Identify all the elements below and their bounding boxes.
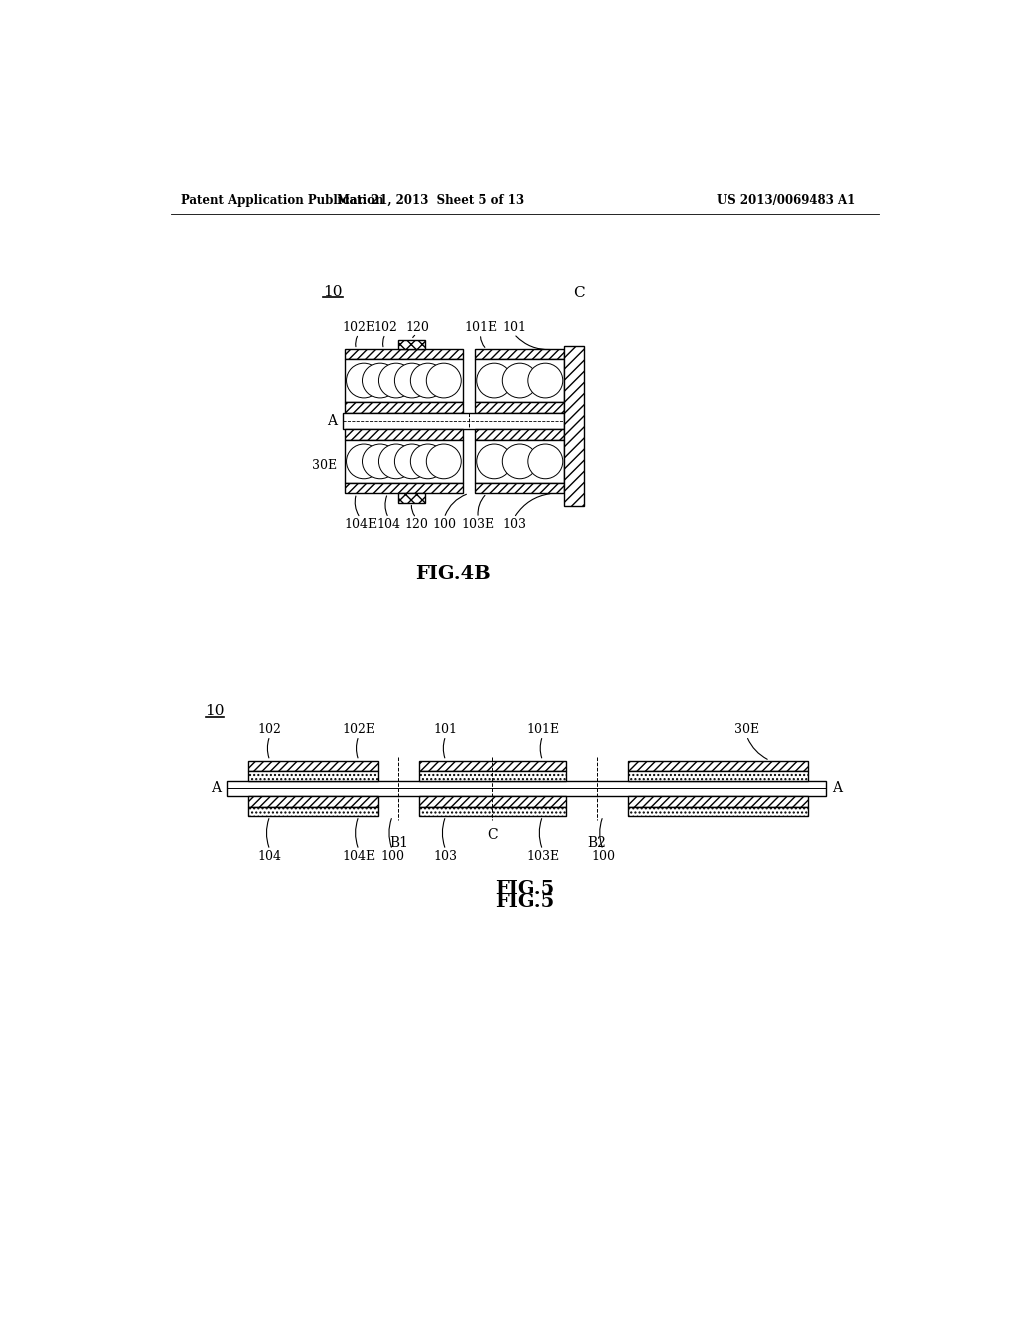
Text: 101: 101 xyxy=(434,723,458,737)
Bar xyxy=(248,796,378,807)
Bar xyxy=(343,412,564,429)
Text: 104E: 104E xyxy=(342,850,376,862)
Circle shape xyxy=(379,444,414,479)
Bar xyxy=(475,350,564,359)
Bar xyxy=(419,807,566,816)
Bar xyxy=(398,494,425,503)
Circle shape xyxy=(394,444,429,479)
Circle shape xyxy=(362,444,397,479)
Text: 102E: 102E xyxy=(342,723,376,737)
Text: 102: 102 xyxy=(374,321,397,334)
Text: Mar. 21, 2013  Sheet 5 of 13: Mar. 21, 2013 Sheet 5 of 13 xyxy=(337,194,524,207)
Circle shape xyxy=(477,444,512,479)
Bar xyxy=(628,796,809,807)
Text: 104: 104 xyxy=(377,517,400,531)
Bar xyxy=(419,771,566,780)
Text: 30E: 30E xyxy=(312,459,337,471)
Text: US 2013/0069483 A1: US 2013/0069483 A1 xyxy=(717,194,855,207)
Bar xyxy=(628,771,809,780)
Text: Patent Application Publication: Patent Application Publication xyxy=(180,194,383,207)
Bar xyxy=(345,359,463,401)
Bar xyxy=(248,807,378,816)
Text: 103E: 103E xyxy=(462,517,495,531)
Bar xyxy=(345,350,463,359)
Bar xyxy=(475,401,564,412)
Circle shape xyxy=(394,363,429,397)
Text: 102: 102 xyxy=(258,723,282,737)
Text: 103: 103 xyxy=(502,517,526,531)
Circle shape xyxy=(527,363,563,397)
Circle shape xyxy=(362,363,397,397)
Bar xyxy=(475,359,564,401)
Text: 120: 120 xyxy=(404,517,428,531)
Bar xyxy=(628,807,809,816)
Text: 100: 100 xyxy=(432,517,457,531)
Text: 101E: 101E xyxy=(526,723,559,737)
Text: FIG.5: FIG.5 xyxy=(496,894,554,911)
Bar xyxy=(345,429,463,441)
Circle shape xyxy=(346,363,382,397)
Circle shape xyxy=(503,363,538,397)
Text: 10: 10 xyxy=(324,285,343,298)
Text: 120: 120 xyxy=(406,321,429,334)
Text: A: A xyxy=(328,414,337,428)
Circle shape xyxy=(346,444,382,479)
Circle shape xyxy=(426,444,461,479)
Text: 101E: 101E xyxy=(464,321,498,334)
Circle shape xyxy=(527,444,563,479)
Circle shape xyxy=(411,363,445,397)
Bar xyxy=(475,483,564,494)
Bar xyxy=(398,341,425,350)
Polygon shape xyxy=(564,346,584,507)
Bar xyxy=(248,771,378,780)
Text: A: A xyxy=(211,781,221,795)
Text: 104: 104 xyxy=(258,850,282,862)
Text: 103E: 103E xyxy=(526,850,559,862)
Bar xyxy=(419,760,566,771)
Bar xyxy=(475,429,564,441)
Bar xyxy=(628,760,809,771)
Text: 104E: 104E xyxy=(344,517,377,531)
Text: 102E: 102E xyxy=(342,321,376,334)
Text: 101: 101 xyxy=(502,321,526,334)
Bar xyxy=(345,441,463,483)
Text: 103: 103 xyxy=(434,850,458,862)
Text: B1: B1 xyxy=(389,836,408,850)
Text: A: A xyxy=(831,781,842,795)
Circle shape xyxy=(426,363,461,397)
Bar xyxy=(227,780,825,796)
Text: 10: 10 xyxy=(206,705,225,718)
Circle shape xyxy=(379,363,414,397)
Bar xyxy=(345,483,463,494)
Text: FIG.4B: FIG.4B xyxy=(416,565,492,583)
Bar xyxy=(248,760,378,771)
Bar xyxy=(475,441,564,483)
Text: 100: 100 xyxy=(380,850,404,862)
Text: 100: 100 xyxy=(591,850,615,862)
Text: B2: B2 xyxy=(588,836,606,850)
Circle shape xyxy=(411,444,445,479)
Text: C: C xyxy=(487,829,498,842)
Circle shape xyxy=(503,444,538,479)
Bar xyxy=(345,401,463,412)
Bar xyxy=(419,796,566,807)
Circle shape xyxy=(477,363,512,397)
Text: FIG.5: FIG.5 xyxy=(496,880,554,898)
Text: C: C xyxy=(573,286,585,300)
Text: 30E: 30E xyxy=(734,723,759,737)
